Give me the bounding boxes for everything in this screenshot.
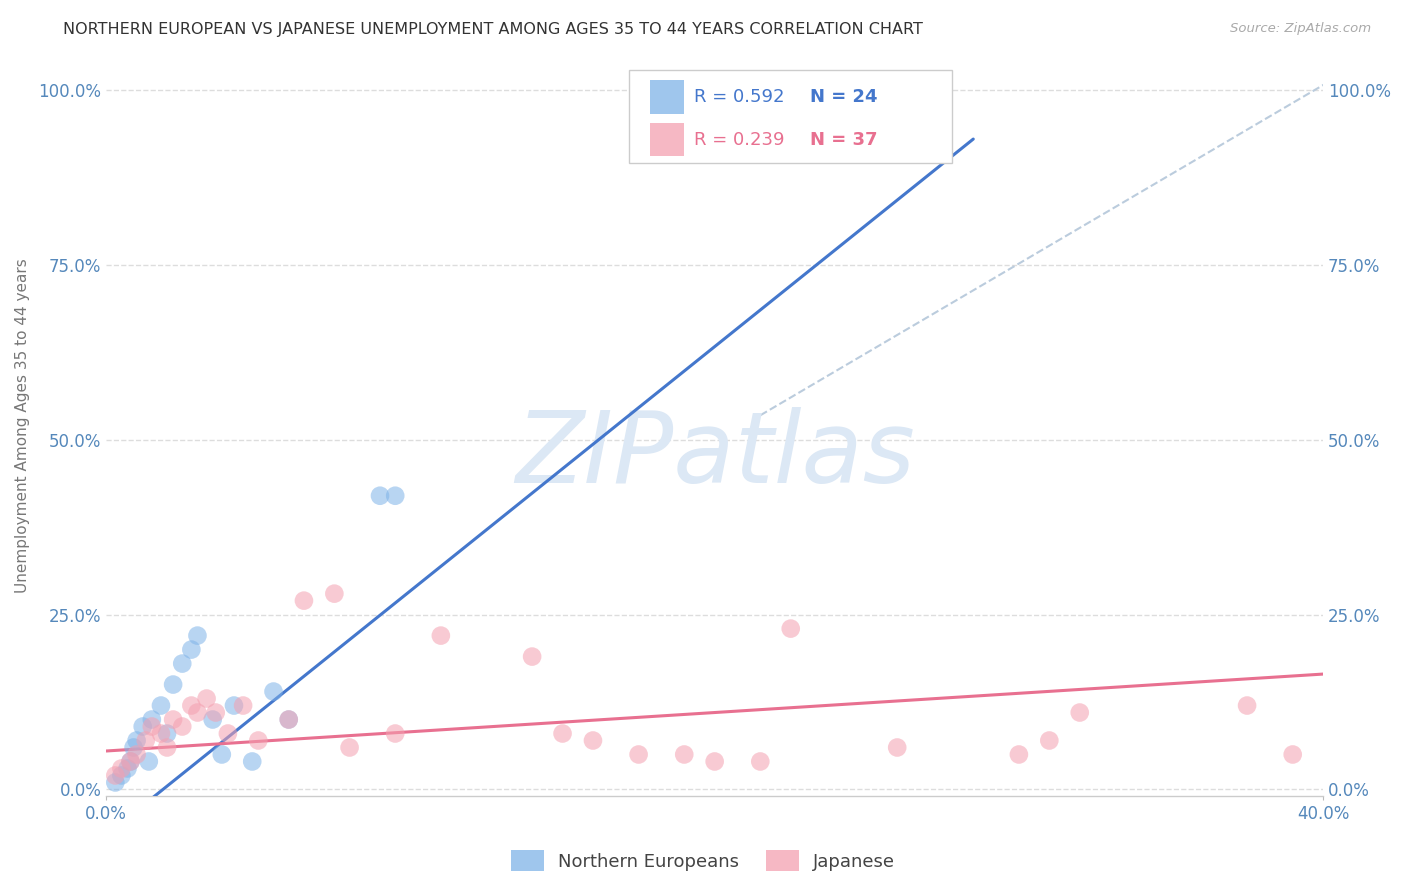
- Point: [180, 698, 202, 713]
- FancyBboxPatch shape: [630, 70, 952, 162]
- Point: [323, 587, 346, 601]
- Point: [1069, 706, 1091, 720]
- Point: [186, 706, 208, 720]
- Point: [138, 755, 160, 769]
- Point: [749, 755, 772, 769]
- Point: [384, 726, 406, 740]
- Text: R = 0.239: R = 0.239: [695, 131, 785, 149]
- Point: [582, 733, 605, 747]
- Text: ZIPatlas: ZIPatlas: [515, 407, 915, 504]
- Point: [292, 593, 315, 607]
- Point: [211, 747, 233, 762]
- FancyBboxPatch shape: [650, 123, 685, 156]
- Point: [156, 726, 179, 740]
- Text: Source: ZipAtlas.com: Source: ZipAtlas.com: [1230, 22, 1371, 36]
- FancyBboxPatch shape: [650, 80, 685, 114]
- Y-axis label: Unemployment Among Ages 35 to 44 years: Unemployment Among Ages 35 to 44 years: [15, 259, 30, 593]
- Point: [110, 768, 132, 782]
- Point: [222, 698, 245, 713]
- Legend: Northern Europeans, Japanese: Northern Europeans, Japanese: [503, 843, 903, 879]
- Point: [886, 740, 908, 755]
- Point: [104, 775, 127, 789]
- Point: [277, 713, 299, 727]
- Point: [1038, 733, 1060, 747]
- Point: [217, 726, 239, 740]
- Point: [172, 719, 194, 733]
- Point: [339, 740, 361, 755]
- Point: [703, 755, 725, 769]
- Point: [195, 691, 218, 706]
- Point: [551, 726, 574, 740]
- Point: [120, 755, 142, 769]
- Point: [368, 489, 391, 503]
- Text: N = 24: N = 24: [810, 88, 877, 106]
- Text: N = 37: N = 37: [810, 131, 877, 149]
- Point: [149, 726, 172, 740]
- Point: [430, 629, 453, 643]
- Point: [117, 762, 139, 776]
- Point: [673, 747, 696, 762]
- Point: [172, 657, 194, 671]
- Point: [1008, 747, 1031, 762]
- Point: [765, 104, 787, 119]
- Point: [141, 713, 163, 727]
- Point: [240, 755, 263, 769]
- Point: [122, 740, 145, 755]
- Point: [779, 622, 801, 636]
- Point: [384, 489, 406, 503]
- Point: [162, 713, 184, 727]
- Text: R = 0.592: R = 0.592: [695, 88, 785, 106]
- Point: [131, 719, 153, 733]
- Point: [232, 698, 254, 713]
- Point: [141, 719, 163, 733]
- Point: [204, 706, 226, 720]
- Point: [520, 649, 543, 664]
- Point: [149, 698, 172, 713]
- Point: [201, 713, 224, 727]
- Point: [186, 629, 208, 643]
- Point: [135, 733, 157, 747]
- Point: [125, 733, 148, 747]
- Point: [120, 755, 142, 769]
- Text: NORTHERN EUROPEAN VS JAPANESE UNEMPLOYMENT AMONG AGES 35 TO 44 YEARS CORRELATION: NORTHERN EUROPEAN VS JAPANESE UNEMPLOYME…: [63, 22, 924, 37]
- Point: [104, 768, 127, 782]
- Point: [277, 713, 299, 727]
- Point: [110, 762, 132, 776]
- Point: [162, 677, 184, 691]
- Point: [1236, 698, 1258, 713]
- Point: [125, 747, 148, 762]
- Point: [627, 747, 650, 762]
- Point: [156, 740, 179, 755]
- Point: [1281, 747, 1303, 762]
- Point: [247, 733, 270, 747]
- Point: [263, 684, 285, 698]
- Point: [180, 642, 202, 657]
